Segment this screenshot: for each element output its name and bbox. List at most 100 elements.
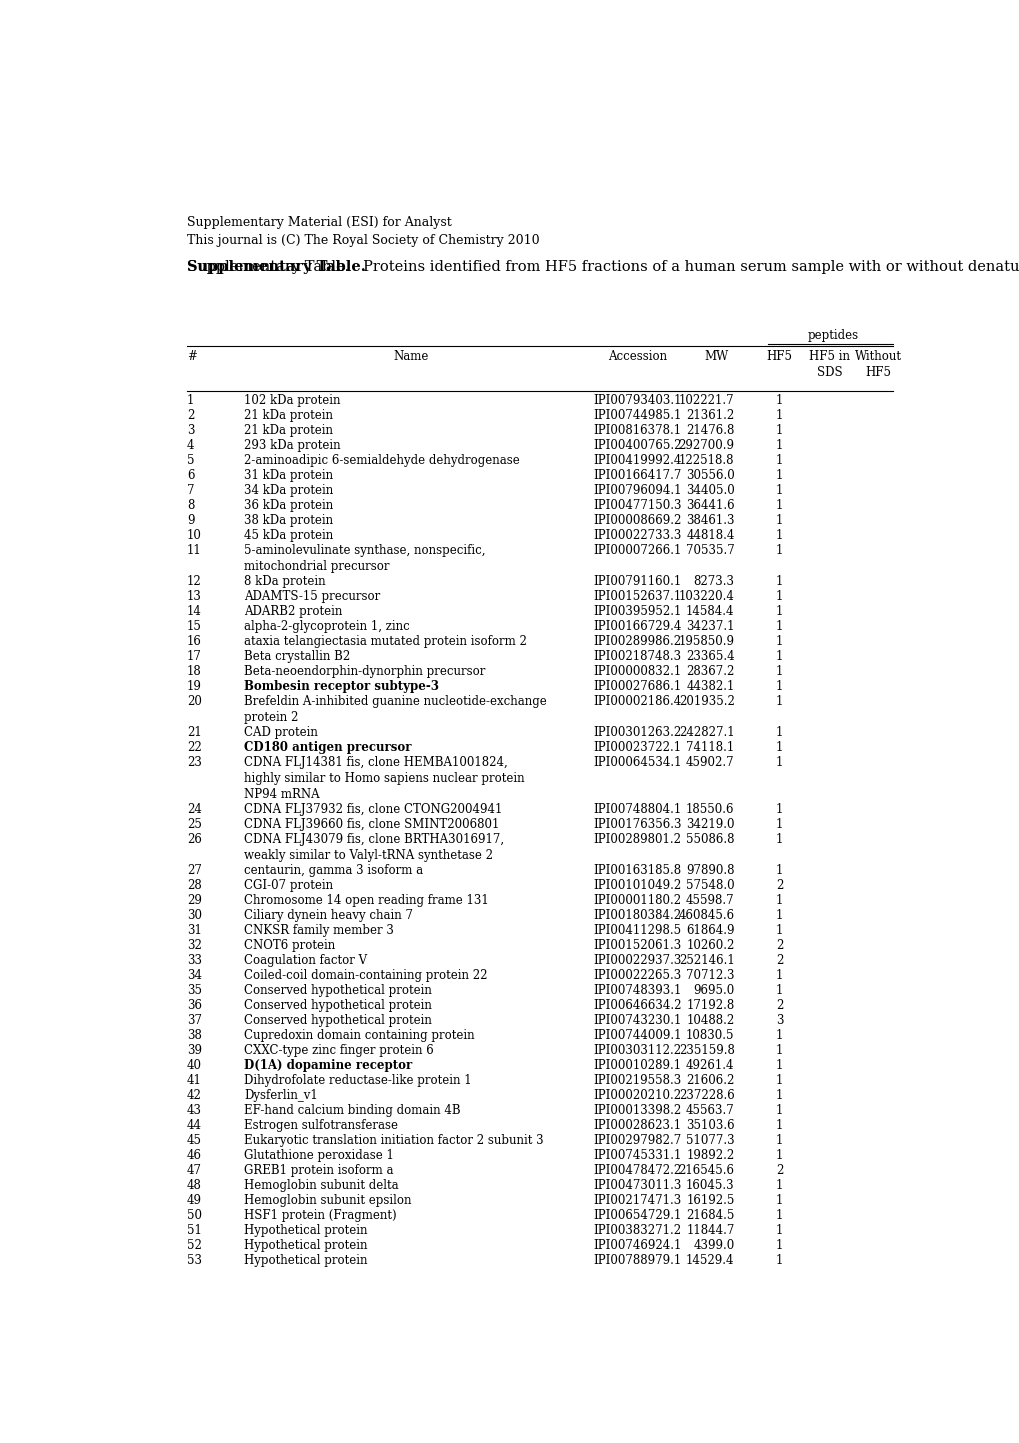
Text: ataxia telangiectasia mutated protein isoform 2: ataxia telangiectasia mutated protein is… <box>245 635 527 648</box>
Text: IPI00646634.2: IPI00646634.2 <box>592 999 681 1012</box>
Text: 42: 42 <box>186 1089 202 1102</box>
Text: 6: 6 <box>186 469 194 482</box>
Text: IPI00303112.2: IPI00303112.2 <box>593 1043 681 1056</box>
Text: Beta-neoendorphin-dynorphin precursor: Beta-neoendorphin-dynorphin precursor <box>245 665 485 678</box>
Text: 1: 1 <box>775 544 783 557</box>
Text: 31 kDa protein: 31 kDa protein <box>245 469 333 482</box>
Text: 23365.4: 23365.4 <box>686 649 734 662</box>
Text: IPI00748804.1: IPI00748804.1 <box>593 802 681 817</box>
Text: 34237.1: 34237.1 <box>686 620 734 633</box>
Text: CAD protein: CAD protein <box>245 726 318 739</box>
Text: 1: 1 <box>775 1074 783 1087</box>
Text: 21: 21 <box>186 726 202 739</box>
Text: 61864.9: 61864.9 <box>686 924 734 937</box>
Text: 2: 2 <box>775 1163 783 1177</box>
Text: 38 kDa protein: 38 kDa protein <box>245 514 333 527</box>
Text: 57548.0: 57548.0 <box>686 879 734 892</box>
Text: 46: 46 <box>186 1149 202 1162</box>
Text: EF-hand calcium binding domain 4B: EF-hand calcium binding domain 4B <box>245 1104 461 1117</box>
Text: This journal is (C) The Royal Society of Chemistry 2010: This journal is (C) The Royal Society of… <box>186 234 539 247</box>
Text: IPI00023722.1: IPI00023722.1 <box>593 740 681 753</box>
Text: 24: 24 <box>186 802 202 817</box>
Text: 37: 37 <box>186 1014 202 1027</box>
Text: 1: 1 <box>775 574 783 587</box>
Text: 201935.2: 201935.2 <box>678 696 734 709</box>
Text: Hemoglobin subunit epsilon: Hemoglobin subunit epsilon <box>245 1193 412 1206</box>
Text: 1: 1 <box>775 1134 783 1147</box>
Text: 44382.1: 44382.1 <box>686 680 734 693</box>
Text: 102 kDa protein: 102 kDa protein <box>245 394 340 407</box>
Text: Conserved hypothetical protein: Conserved hypothetical protein <box>245 984 432 997</box>
Text: Coiled-coil domain-containing protein 22: Coiled-coil domain-containing protein 22 <box>245 968 487 981</box>
Text: 2: 2 <box>775 954 783 967</box>
Text: 1: 1 <box>775 620 783 633</box>
Text: peptides: peptides <box>807 329 858 342</box>
Text: 38: 38 <box>186 1029 202 1042</box>
Text: 4: 4 <box>186 439 194 452</box>
Text: 9695.0: 9695.0 <box>693 984 734 997</box>
Text: CXXC-type zinc finger protein 6: CXXC-type zinc finger protein 6 <box>245 1043 434 1056</box>
Text: 1: 1 <box>775 968 783 981</box>
Text: Brefeldin A-inhibited guanine nucleotide-exchange
protein 2: Brefeldin A-inhibited guanine nucleotide… <box>245 696 547 724</box>
Text: 41: 41 <box>186 1074 202 1087</box>
Text: 35103.6: 35103.6 <box>686 1118 734 1131</box>
Text: 21 kDa protein: 21 kDa protein <box>245 424 333 437</box>
Text: 11: 11 <box>186 544 202 557</box>
Text: 16045.3: 16045.3 <box>686 1179 734 1192</box>
Text: IPI00020210.2: IPI00020210.2 <box>593 1089 681 1102</box>
Text: IPI00027686.1: IPI00027686.1 <box>593 680 681 693</box>
Text: 20: 20 <box>186 696 202 709</box>
Text: 45 kDa protein: 45 kDa protein <box>245 530 333 543</box>
Text: IPI00013398.2: IPI00013398.2 <box>593 1104 681 1117</box>
Text: 21606.2: 21606.2 <box>686 1074 734 1087</box>
Text: IPI00791160.1: IPI00791160.1 <box>593 574 681 587</box>
Text: GREB1 protein isoform a: GREB1 protein isoform a <box>245 1163 393 1177</box>
Text: 1: 1 <box>775 455 783 468</box>
Text: 1: 1 <box>775 499 783 512</box>
Text: 1: 1 <box>775 605 783 618</box>
Text: 34219.0: 34219.0 <box>686 818 734 831</box>
Text: 1: 1 <box>775 469 783 482</box>
Text: 70712.3: 70712.3 <box>686 968 734 981</box>
Text: IPI00289801.2: IPI00289801.2 <box>593 833 681 846</box>
Text: 2: 2 <box>186 410 194 423</box>
Text: 21476.8: 21476.8 <box>686 424 734 437</box>
Text: Hypothetical protein: Hypothetical protein <box>245 1254 368 1267</box>
Text: 34405.0: 34405.0 <box>685 485 734 498</box>
Text: 10830.5: 10830.5 <box>686 1029 734 1042</box>
Text: 34: 34 <box>186 968 202 981</box>
Text: #: # <box>186 349 197 362</box>
Text: 3: 3 <box>775 1014 783 1027</box>
Text: Name: Name <box>393 349 429 362</box>
Text: 45902.7: 45902.7 <box>686 756 734 769</box>
Text: 44818.4: 44818.4 <box>686 530 734 543</box>
Text: IPI00219558.3: IPI00219558.3 <box>593 1074 681 1087</box>
Text: 49261.4: 49261.4 <box>686 1059 734 1072</box>
Text: 1: 1 <box>775 410 783 423</box>
Text: 122518.8: 122518.8 <box>679 455 734 468</box>
Text: 28367.2: 28367.2 <box>686 665 734 678</box>
Text: IPI00218748.3: IPI00218748.3 <box>593 649 681 662</box>
Text: 13: 13 <box>186 590 202 603</box>
Text: IPI00000832.1: IPI00000832.1 <box>593 665 681 678</box>
Text: 21361.2: 21361.2 <box>686 410 734 423</box>
Text: 1: 1 <box>775 1238 783 1251</box>
Text: 1: 1 <box>775 833 783 846</box>
Text: Hypothetical protein: Hypothetical protein <box>245 1238 368 1251</box>
Text: CDNA FLJ39660 fis, clone SMINT2006801: CDNA FLJ39660 fis, clone SMINT2006801 <box>245 818 499 831</box>
Text: 1: 1 <box>775 680 783 693</box>
Text: 1: 1 <box>775 485 783 498</box>
Text: 1: 1 <box>775 924 783 937</box>
Text: CDNA FLJ43079 fis, clone BRTHA3016917,
weakly similar to Valyl-tRNA synthetase 2: CDNA FLJ43079 fis, clone BRTHA3016917, w… <box>245 833 504 861</box>
Text: ADARB2 protein: ADARB2 protein <box>245 605 342 618</box>
Text: 2: 2 <box>775 999 783 1012</box>
Text: 1: 1 <box>775 1193 783 1206</box>
Text: Bombesin receptor subtype-3: Bombesin receptor subtype-3 <box>245 680 439 693</box>
Text: 4399.0: 4399.0 <box>693 1238 734 1251</box>
Text: alpha-2-glycoprotein 1, zinc: alpha-2-glycoprotein 1, zinc <box>245 620 410 633</box>
Text: 51: 51 <box>186 1224 202 1237</box>
Text: IPI00022265.3: IPI00022265.3 <box>593 968 681 981</box>
Text: 292700.9: 292700.9 <box>678 439 734 452</box>
Text: 36: 36 <box>186 999 202 1012</box>
Text: 1: 1 <box>775 1059 783 1072</box>
